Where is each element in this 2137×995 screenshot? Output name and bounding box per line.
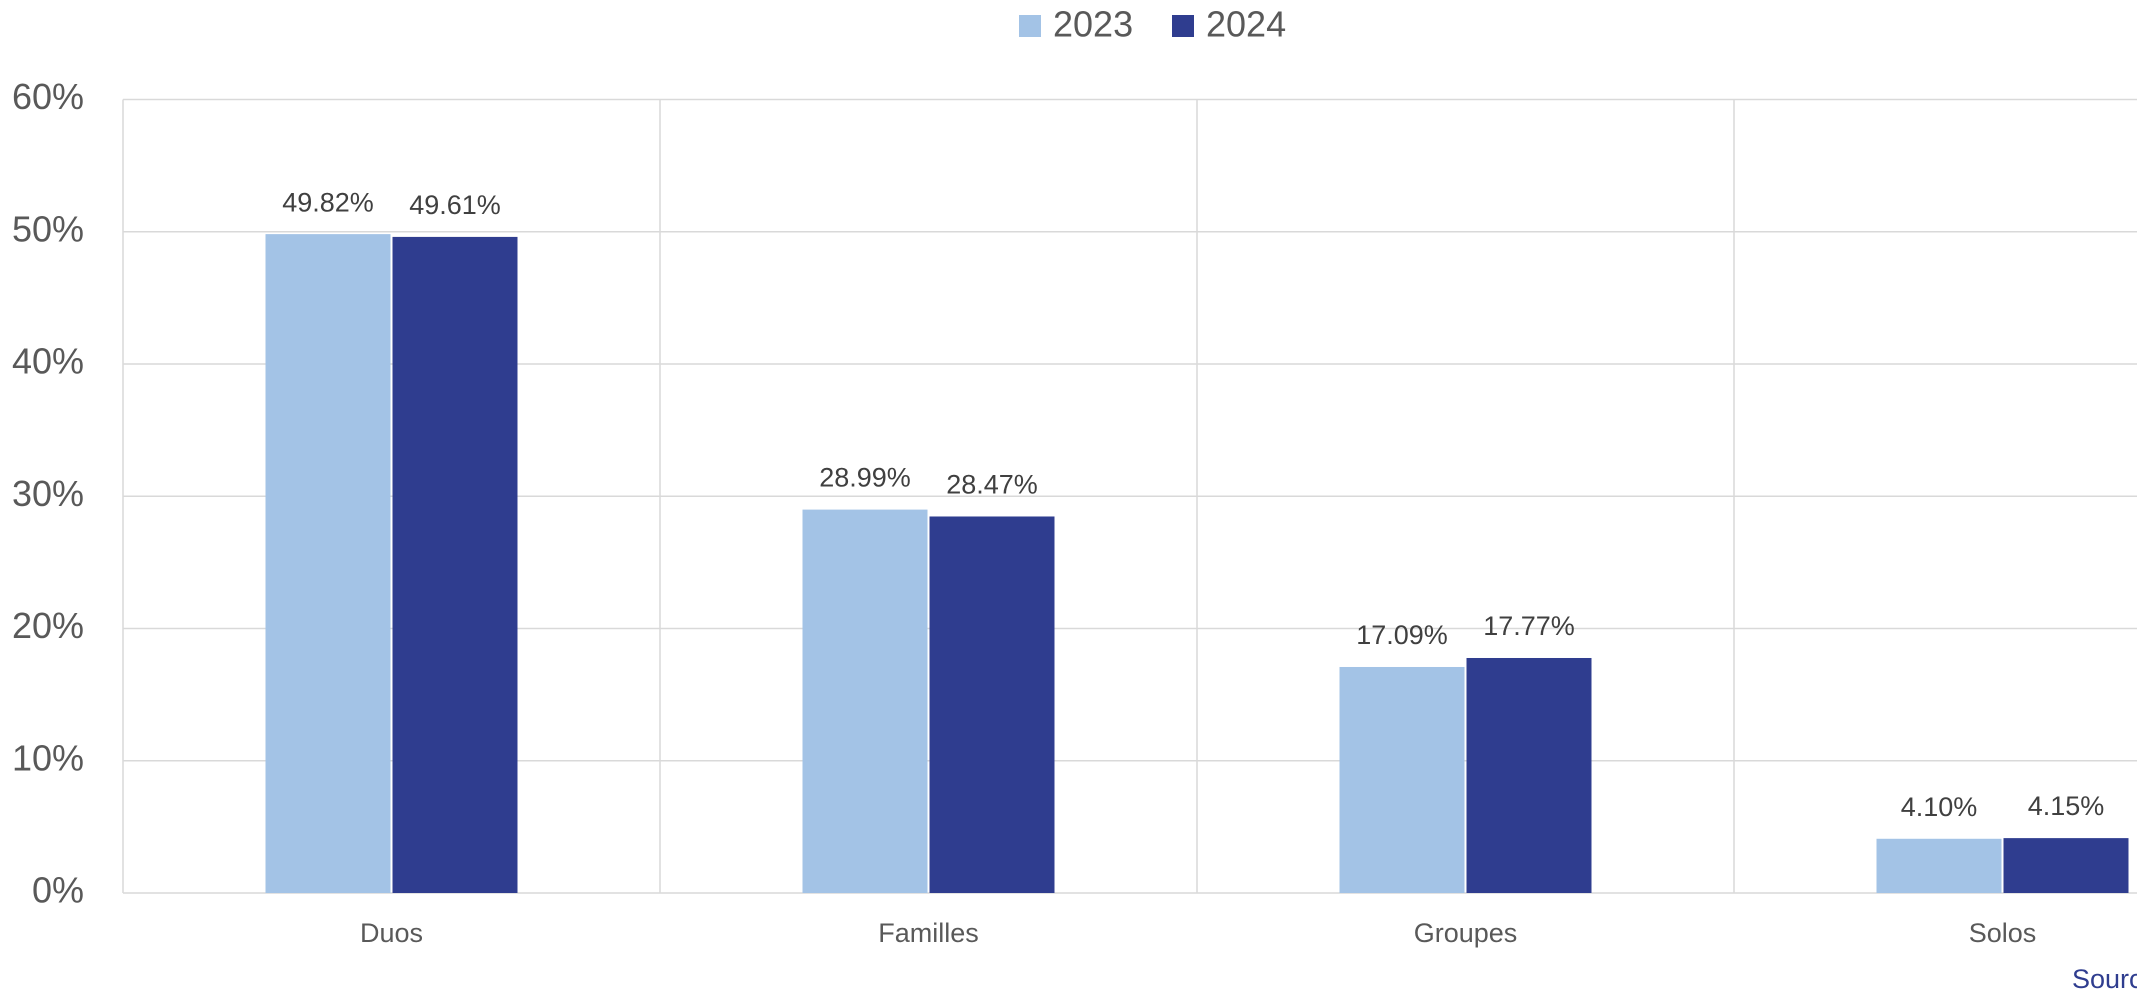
data-label: 17.77% [1483, 611, 1575, 641]
y-tick-label: 10% [12, 737, 84, 778]
x-tick-label: Solos [1969, 918, 2037, 948]
x-tick-label: Duos [360, 918, 423, 948]
data-label: 28.99% [819, 463, 911, 493]
bar [265, 234, 391, 893]
bar [802, 509, 928, 893]
data-label: 28.47% [946, 470, 1038, 500]
y-tick-label: 40% [12, 341, 84, 382]
legend-label: 2023 [1053, 4, 1133, 45]
data-label: 49.61% [409, 190, 501, 220]
y-tick-label: 30% [12, 473, 84, 514]
y-tick-label: 20% [12, 605, 84, 646]
bar [392, 236, 518, 894]
data-label: 4.15% [2028, 791, 2105, 821]
data-label: 4.10% [1901, 792, 1978, 822]
legend-swatch [1172, 15, 1194, 37]
bar [1339, 666, 1465, 893]
data-label: 49.82% [282, 187, 374, 217]
legend-label: 2024 [1206, 4, 1286, 45]
bar [2003, 838, 2129, 893]
data-label: 17.09% [1356, 620, 1448, 650]
bar [1466, 657, 1592, 893]
y-tick-label: 60% [12, 76, 84, 117]
x-tick-label: Groupes [1414, 918, 1518, 948]
bar [929, 516, 1055, 893]
y-tick-label: 0% [32, 870, 84, 911]
source-note: Sourc [2072, 964, 2137, 994]
y-tick-label: 50% [12, 208, 84, 249]
x-tick-label: Familles [878, 918, 979, 948]
legend-swatch [1019, 15, 1041, 37]
bar [1876, 838, 2002, 893]
